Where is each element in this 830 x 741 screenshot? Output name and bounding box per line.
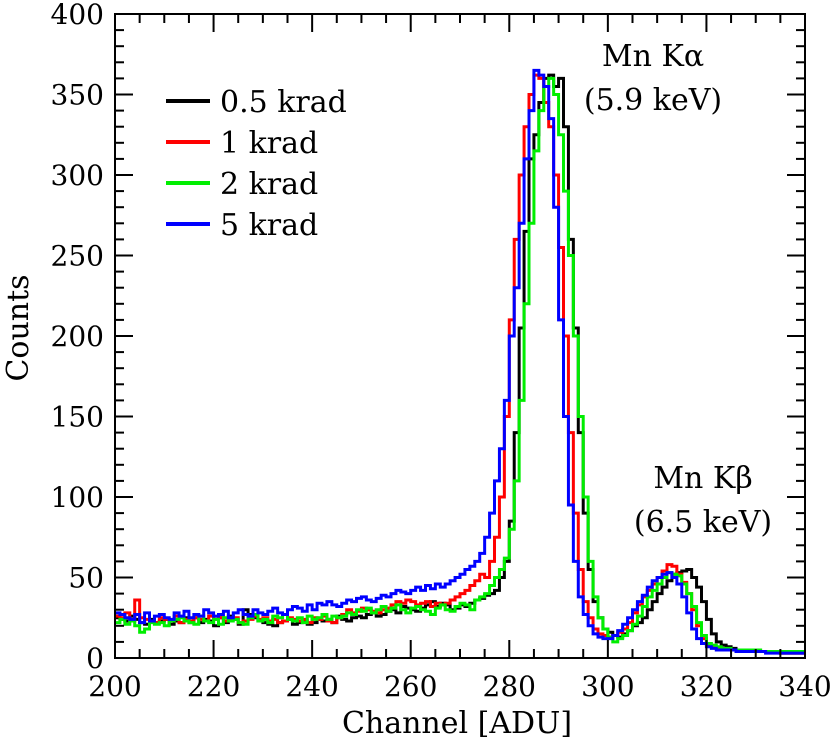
y-tick-label: 300 [51, 159, 104, 192]
annotation-mn-k-alpha-line1: Mn Kα [602, 39, 704, 74]
y-tick-label: 400 [51, 0, 104, 31]
annotation-mn-k-alpha: Mn Kα (5.9 keV) [584, 39, 722, 118]
x-tick-label: 340 [778, 670, 830, 703]
series-line-5-krad [115, 68, 805, 655]
x-tick-label: 280 [483, 670, 536, 703]
legend-label-1-krad: 1 krad [220, 126, 318, 161]
x-tick-label: 320 [680, 670, 733, 703]
legend-label-0-5-krad: 0.5 krad [220, 85, 347, 120]
annotation-mn-k-beta-line2: (6.5 keV) [634, 505, 772, 540]
series-line-1-krad [115, 73, 805, 655]
legend-label-2-krad: 2 krad [220, 167, 318, 202]
y-tick-label: 350 [51, 79, 104, 112]
x-tick-label: 220 [187, 670, 240, 703]
x-tick-label: 260 [384, 670, 437, 703]
series-line-0-5-krad [115, 73, 805, 655]
x-tick-labels: 200 220 240 260 280 300 320 340 [88, 670, 830, 703]
series-line-2-krad [115, 76, 805, 654]
series-layer [115, 68, 805, 655]
x-tick-label: 200 [88, 670, 141, 703]
y-tick-label: 100 [51, 481, 104, 514]
y-axis-title: Counts [1, 274, 36, 381]
y-tick-label: 0 [86, 642, 104, 675]
y-tick-label: 150 [51, 401, 104, 434]
y-tick-label: 200 [51, 320, 104, 353]
y-tick-label: 250 [51, 240, 104, 273]
annotation-mn-k-alpha-line2: (5.9 keV) [584, 83, 722, 118]
y-tick-labels: 0 50 100 150 200 250 300 350 400 [51, 0, 104, 675]
x-axis-title: Channel [ADU] [342, 706, 572, 741]
ticks-layer [114, 13, 806, 659]
legend: 0.5 krad 1 krad 2 krad 5 krad [166, 85, 347, 243]
x-tick-label: 300 [581, 670, 634, 703]
legend-label-5-krad: 5 krad [220, 208, 318, 243]
x-tick-label: 240 [285, 670, 338, 703]
y-tick-label: 50 [68, 562, 104, 595]
annotation-mn-k-beta-line1: Mn Kβ [653, 461, 752, 496]
annotation-mn-k-beta: Mn Kβ (6.5 keV) [634, 461, 772, 540]
